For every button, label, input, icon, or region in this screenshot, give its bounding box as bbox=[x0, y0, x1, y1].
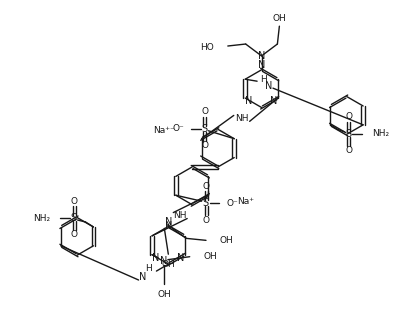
Text: OH: OH bbox=[273, 14, 286, 23]
Text: Na⁺: Na⁺ bbox=[237, 197, 254, 206]
Text: N: N bbox=[165, 221, 172, 232]
Text: O: O bbox=[345, 146, 352, 155]
Text: OH: OH bbox=[157, 290, 171, 299]
Text: N: N bbox=[258, 60, 265, 70]
Text: O⁻: O⁻ bbox=[226, 199, 238, 208]
Text: N: N bbox=[160, 256, 168, 266]
Text: H: H bbox=[260, 75, 266, 84]
Text: NH: NH bbox=[235, 114, 249, 123]
Text: N: N bbox=[139, 272, 146, 282]
Text: O: O bbox=[202, 182, 209, 191]
Text: H: H bbox=[145, 264, 152, 273]
Text: NH: NH bbox=[173, 211, 187, 220]
Text: HO: HO bbox=[200, 43, 214, 53]
Text: N: N bbox=[258, 51, 265, 61]
Text: O: O bbox=[202, 141, 209, 150]
Text: O: O bbox=[71, 197, 78, 206]
Text: N: N bbox=[177, 253, 184, 263]
Text: S: S bbox=[71, 213, 77, 223]
Text: S: S bbox=[202, 124, 208, 134]
Text: N: N bbox=[265, 81, 273, 91]
Text: O: O bbox=[71, 231, 78, 239]
Text: N: N bbox=[245, 96, 253, 106]
Text: O: O bbox=[345, 112, 352, 121]
Text: N: N bbox=[270, 96, 278, 106]
Text: N: N bbox=[165, 216, 172, 227]
Text: Na⁺⁻: Na⁺⁻ bbox=[153, 126, 175, 135]
Text: NH₂: NH₂ bbox=[33, 214, 50, 223]
Text: O: O bbox=[202, 215, 209, 225]
Text: N: N bbox=[152, 253, 160, 263]
Text: S: S bbox=[345, 129, 351, 139]
Text: S: S bbox=[202, 198, 209, 208]
Text: OH: OH bbox=[161, 260, 175, 269]
Text: O: O bbox=[202, 108, 209, 116]
Text: OH: OH bbox=[204, 252, 217, 261]
Text: NH₂: NH₂ bbox=[372, 129, 389, 138]
Text: OH: OH bbox=[220, 236, 234, 245]
Text: O⁻: O⁻ bbox=[173, 124, 185, 133]
